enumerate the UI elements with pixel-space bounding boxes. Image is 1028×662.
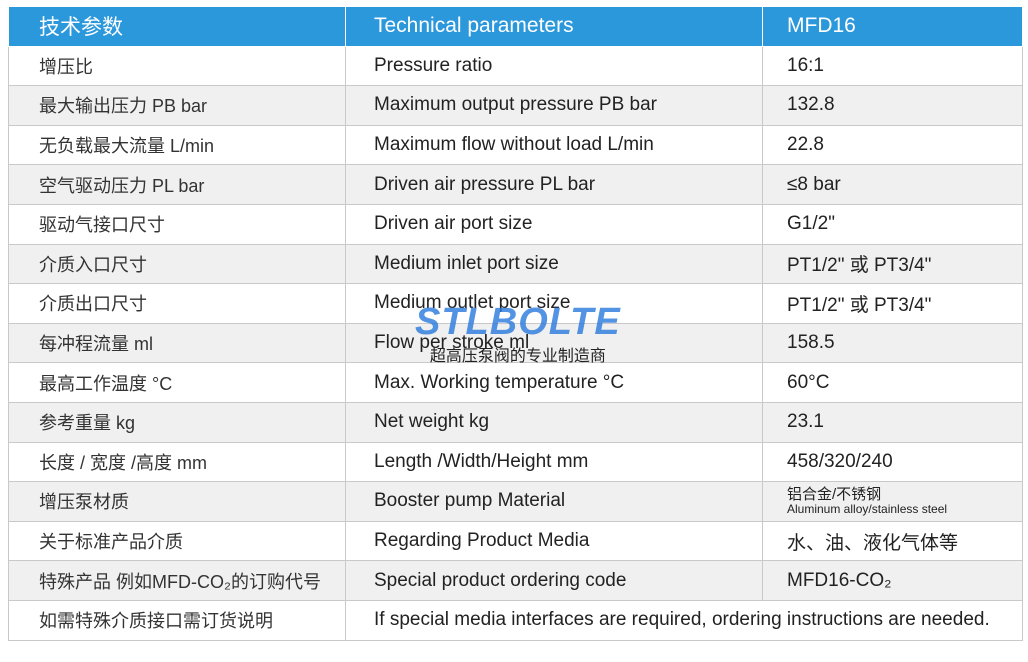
table-row: 增压泵材质 Booster pump Material 铝合金/不锈钢 Aluminu… (8, 481, 1023, 522)
table-cell: 铝合金/不锈钢 Aluminum alloy/stainless steel (762, 481, 1023, 522)
table-cell: PT1/2" 或 PT3/4" (762, 243, 1023, 285)
table-cell: Maximum output pressure PB bar (345, 85, 763, 126)
table-cell: 60°C (762, 362, 1023, 403)
table-row: 如需特殊介质接口需订货说明 If special media interfaces… (8, 599, 1023, 641)
cell-line: 铝合金/不锈钢 (787, 486, 882, 504)
table-cell: 每冲程流量 ml (8, 322, 346, 364)
table-cell: 最高工作温度 °C (8, 362, 346, 403)
table-cell: 增压比 (8, 45, 346, 87)
table-row: 特殊产品 例如MFD-CO₂的订购代号 Special product order… (8, 560, 1023, 601)
table-cell: Driven air pressure PL bar (345, 164, 763, 205)
table-row: 驱动气接口尺寸 Driven air port size G1/2" (8, 203, 1023, 245)
spec-table: 技术参数 Technical parameters MFD16 增压比 Pressure… (8, 6, 1023, 641)
table-cell: Regarding Product Media (345, 520, 763, 562)
table-cell: 无负载最大流量 L/min (8, 124, 346, 166)
table-cell: Medium outlet port size (345, 283, 763, 324)
table-cell: 16:1 (762, 45, 1023, 87)
table-cell: 458/320/240 (762, 441, 1023, 483)
table-cell: 介质入口尺寸 (8, 243, 346, 285)
table-cell: Booster pump Material (345, 481, 763, 522)
table-cell: Technical parameters (345, 6, 763, 47)
table-cell: 空气驱动压力 PL bar (8, 164, 346, 205)
table-cell: ≤8 bar (762, 164, 1023, 205)
table-cell: Maximum flow without load L/min (345, 124, 763, 166)
table-cell: 23.1 (762, 401, 1023, 443)
table-cell: Special product ordering code (345, 560, 763, 601)
table-cell: 22.8 (762, 124, 1023, 166)
table-cell: 关于标准产品介质 (8, 520, 346, 562)
table-cell: 如需特殊介质接口需订货说明 (8, 599, 346, 641)
table-cell: G1/2" (762, 203, 1023, 245)
table-cell: If special media interfaces are required… (345, 599, 1023, 641)
table-row: 增压比 Pressure ratio 16:1 (8, 45, 1023, 87)
table-row: 无负载最大流量 L/min Maximum flow without load L… (8, 124, 1023, 166)
table-row: 参考重量 kg Net weight kg 23.1 (8, 401, 1023, 443)
table-cell: Flow per stroke ml (345, 322, 763, 364)
table-row: 介质入口尺寸 Medium inlet port size PT1/2" 或 PT3… (8, 243, 1023, 285)
table-row: 最大输出压力 PB bar Maximum output pressure PB … (8, 85, 1023, 126)
table-cell: Net weight kg (345, 401, 763, 443)
cell-line: Aluminum alloy/stainless steel (787, 502, 948, 517)
table-cell: 增压泵材质 (8, 481, 346, 522)
table-cell: 长度 / 宽度 /高度 mm (8, 441, 346, 483)
table-row: 技术参数 Technical parameters MFD16 (8, 6, 1023, 47)
table-cell: Max. Working temperature °C (345, 362, 763, 403)
table-cell: MFD16 (762, 6, 1023, 47)
table-cell: 158.5 (762, 322, 1023, 364)
table-row: 空气驱动压力 PL bar Driven air pressure PL bar ≤… (8, 164, 1023, 205)
table-cell: 特殊产品 例如MFD-CO₂的订购代号 (8, 560, 346, 601)
table-cell: Medium inlet port size (345, 243, 763, 285)
table-row: 介质出口尺寸 Medium outlet port size PT1/2" 或 PT… (8, 283, 1023, 324)
table-cell: 水、油、液化气体等 (762, 520, 1023, 562)
table-cell: 参考重量 kg (8, 401, 346, 443)
table-cell: Length /Width/Height mm (345, 441, 763, 483)
table-cell: 最大输出压力 PB bar (8, 85, 346, 126)
table-cell: Pressure ratio (345, 45, 763, 87)
table-cell: MFD16-CO₂ (762, 560, 1023, 601)
table-row: 长度 / 宽度 /高度 mm Length /Width/Height mm 458… (8, 441, 1023, 483)
table-cell: 132.8 (762, 85, 1023, 126)
table-row: 关于标准产品介质 Regarding Product Media 水、油、液化气体等 (8, 520, 1023, 562)
table-row: 最高工作温度 °C Max. Working temperature °C 60°C (8, 362, 1023, 403)
table-row: 每冲程流量 ml Flow per stroke ml 158.5 (8, 322, 1023, 364)
table-cell: PT1/2" 或 PT3/4" (762, 283, 1023, 324)
table-cell: 技术参数 (8, 6, 346, 47)
table-cell: 驱动气接口尺寸 (8, 203, 346, 245)
table-cell: 介质出口尺寸 (8, 283, 346, 324)
table-cell: Driven air port size (345, 203, 763, 245)
